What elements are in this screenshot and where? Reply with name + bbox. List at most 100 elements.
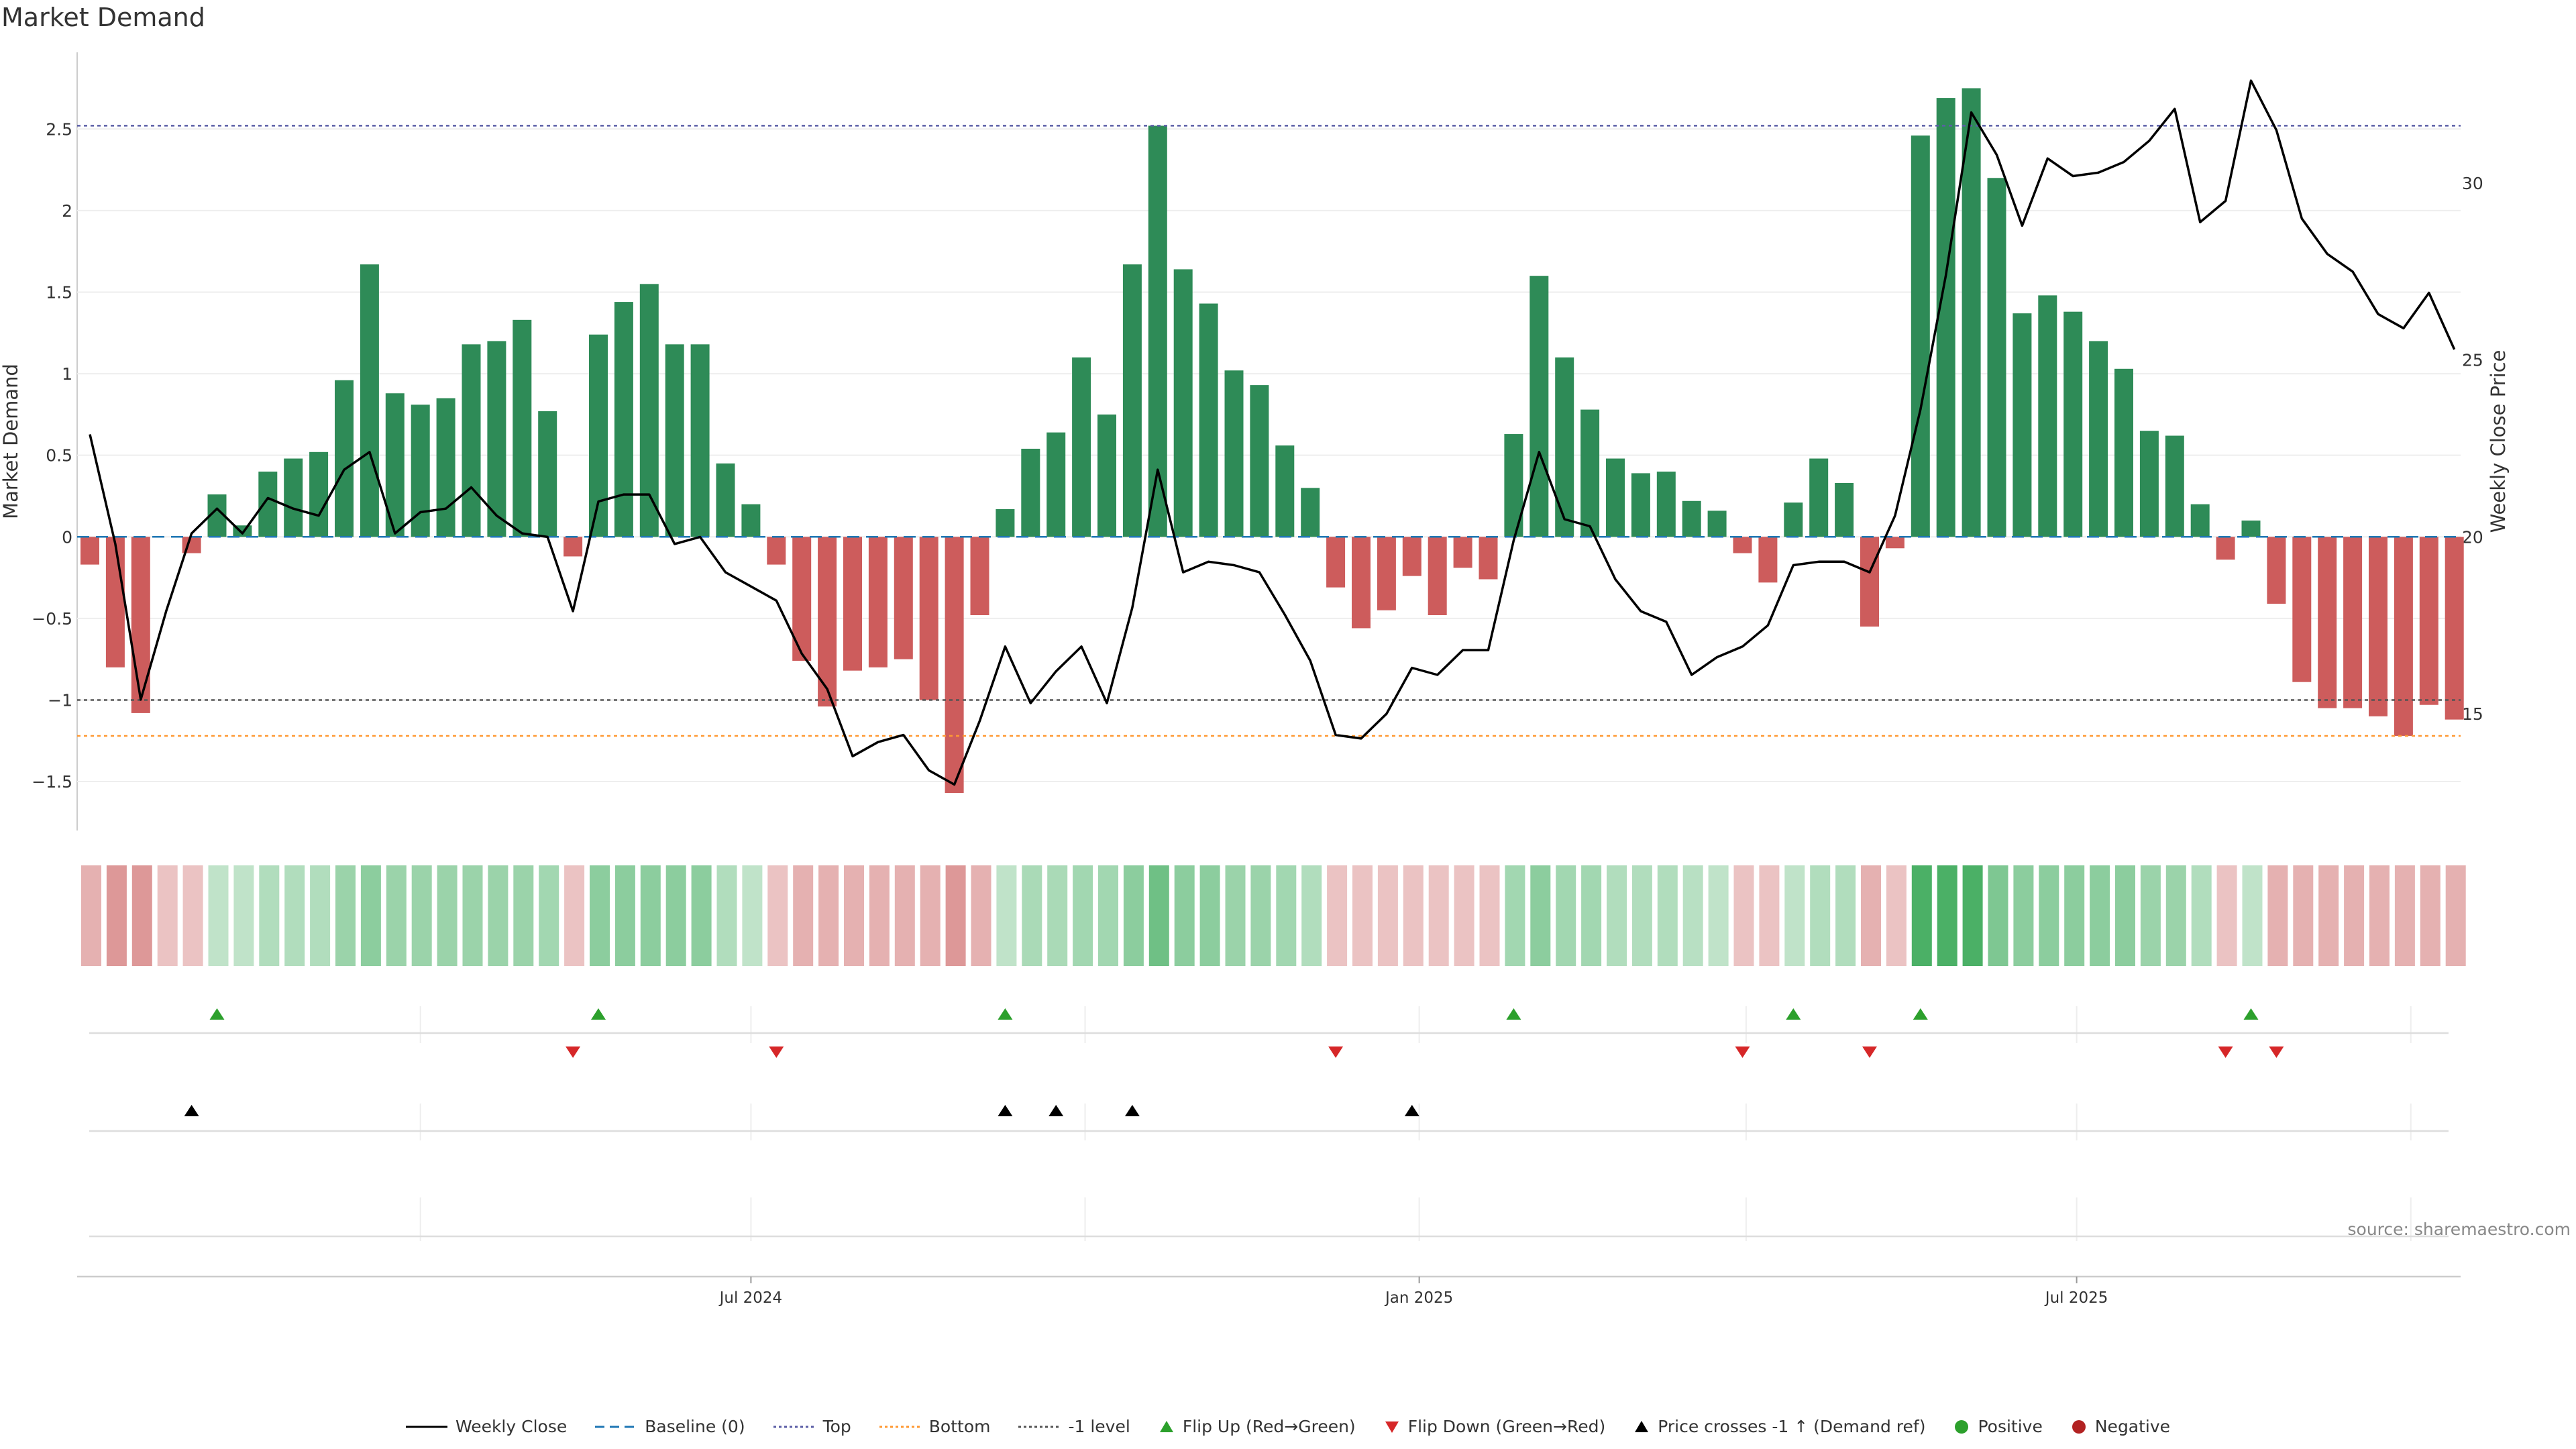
demand-strip-cell: [818, 865, 839, 966]
demand-bar-positive: [284, 458, 303, 537]
flip-up-marker: [209, 1008, 225, 1020]
demand-bar-positive: [2241, 520, 2261, 537]
demand-strip-cell: [2191, 865, 2212, 966]
demand-bar-negative: [2369, 537, 2387, 716]
legend-swatch: [1955, 1419, 1969, 1434]
demand-strip-cell: [1784, 865, 1805, 966]
demand-strip-cell: [233, 865, 254, 966]
demand-strip-cell: [1911, 865, 1932, 966]
demand-bar-positive: [1072, 357, 1091, 537]
demand-bar-positive: [1199, 303, 1218, 537]
demand-bar-positive: [1911, 136, 1930, 537]
demand-strip-cell: [1022, 865, 1042, 966]
legend-swatch: [1385, 1421, 1399, 1433]
demand-bar-positive: [2190, 504, 2210, 537]
demand-bar-positive: [538, 411, 557, 537]
demand-bar-negative: [564, 537, 583, 557]
demand-bar-positive: [1122, 264, 1142, 537]
demand-bar-positive: [2012, 313, 2032, 537]
y-tick-label: 0: [62, 527, 72, 547]
demand-strip-cell: [157, 865, 178, 966]
legend-item: Weekly Close: [405, 1417, 567, 1436]
demand-bar-negative: [767, 537, 786, 565]
demand-strip-cell: [1199, 865, 1220, 966]
demand-bar-positive: [1809, 458, 1829, 537]
demand-strip-cell: [1962, 865, 1983, 966]
flip-down-marker: [2269, 1046, 2284, 1058]
demand-strip-cell: [2267, 865, 2288, 966]
demand-bar-positive: [258, 471, 278, 537]
flip-up-marker: [591, 1008, 606, 1020]
demand-bar-positive: [1962, 88, 1981, 537]
demand-strip-cell: [1581, 865, 1602, 966]
demand-strip-cell: [1607, 865, 1627, 966]
demand-bar-positive: [360, 264, 379, 537]
demand-strip-cell: [1479, 865, 1500, 966]
x-tick-label: Jul 2024: [718, 1289, 783, 1307]
demand-bar-positive: [436, 398, 455, 537]
y-tick-label: −1.5: [32, 772, 72, 792]
legend-label: Flip Down (Green→Red): [1407, 1417, 1606, 1436]
demand-bar-positive: [614, 302, 633, 537]
legend-item: -1 level: [1018, 1417, 1130, 1436]
price-cross-marker: [998, 1105, 1013, 1116]
demand-bar-positive: [996, 508, 1015, 537]
demand-bar-negative: [2292, 537, 2312, 682]
legend-item: Negative: [2071, 1417, 2170, 1436]
demand-strip-cell: [2216, 865, 2237, 966]
demand-strip-cell: [1631, 865, 1652, 966]
demand-strip-cell: [106, 865, 127, 966]
weekly-close-line: [89, 79, 2456, 786]
demand-bar-negative: [2419, 537, 2438, 705]
demand-strip-cell: [513, 865, 534, 966]
legend-swatch: [1159, 1420, 1173, 1432]
demand-bar-positive: [1148, 125, 1167, 537]
demand-strip-cell: [742, 865, 763, 966]
y2-tick-label: 30: [2462, 174, 2483, 193]
y2-tick-label: 20: [2462, 527, 2483, 547]
demand-bar-negative: [945, 537, 964, 794]
demand-strip-cell: [920, 865, 941, 966]
demand-strip-cell: [2064, 865, 2085, 966]
price-cross-marker: [184, 1105, 199, 1116]
demand-strip-cell: [2013, 865, 2034, 966]
demand-bar-positive: [309, 451, 329, 537]
demand-strip-cell: [1988, 865, 2008, 966]
demand-strip-cell: [1225, 865, 1246, 966]
demand-bar-positive: [639, 284, 659, 537]
demand-strip-cell: [793, 865, 814, 966]
x-axis: Jul 2024 Jan 2025 Jul 2025: [77, 1275, 2461, 1307]
demand-strip-cell: [971, 865, 991, 966]
flip-down-marker: [1328, 1046, 1344, 1058]
legend-swatch: [405, 1426, 447, 1428]
demand-strip-cell: [2242, 865, 2263, 966]
demand-bar-positive: [1784, 502, 1803, 537]
legend-item: Bottom: [879, 1417, 991, 1436]
flip-up-marker: [1786, 1008, 1801, 1020]
demand-strip-cell: [462, 865, 483, 966]
demand-bar-negative: [868, 537, 888, 667]
legend-label: Bottom: [928, 1417, 991, 1436]
demand-strip-cell: [1708, 865, 1729, 966]
x-tick-label: Jul 2025: [2044, 1289, 2108, 1307]
demand-strip-cell: [1327, 865, 1348, 966]
demand-bar-positive: [1707, 511, 1727, 537]
demand-strip-cell: [1556, 865, 1576, 966]
legend-swatch: [1635, 1420, 1649, 1432]
demand-bar-negative: [1758, 537, 1778, 583]
flip-down-marker: [566, 1046, 581, 1058]
source-note: source: sharemaestro.com: [2347, 1220, 2571, 1239]
y-axis-title: Market Demand: [0, 364, 22, 519]
x-tick-label: Jan 2025: [1384, 1289, 1453, 1307]
demand-strip-cell: [716, 865, 737, 966]
demand-bar-positive: [1606, 458, 1625, 537]
demand-bar-positive: [741, 504, 761, 537]
y-tick-label: −1: [48, 690, 72, 710]
demand-strip-cell: [1682, 865, 1703, 966]
demand-strip-cell: [1886, 865, 1907, 966]
demand-bar-negative: [818, 537, 837, 707]
flip-down-marker: [1735, 1046, 1750, 1058]
demand-strip-cell: [767, 865, 788, 966]
demand-strip-cell: [1937, 865, 1957, 966]
demand-bar-positive: [462, 344, 481, 537]
